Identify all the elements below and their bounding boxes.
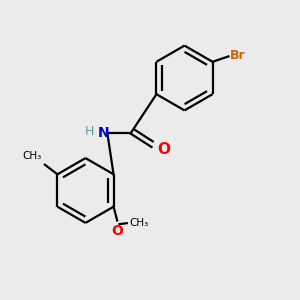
- Text: H: H: [85, 125, 94, 139]
- Text: CH₃: CH₃: [130, 218, 149, 228]
- Text: O: O: [157, 142, 170, 157]
- Text: O: O: [111, 224, 123, 238]
- Text: Br: Br: [230, 49, 245, 62]
- Text: CH₃: CH₃: [22, 152, 41, 161]
- Text: N: N: [98, 127, 109, 140]
